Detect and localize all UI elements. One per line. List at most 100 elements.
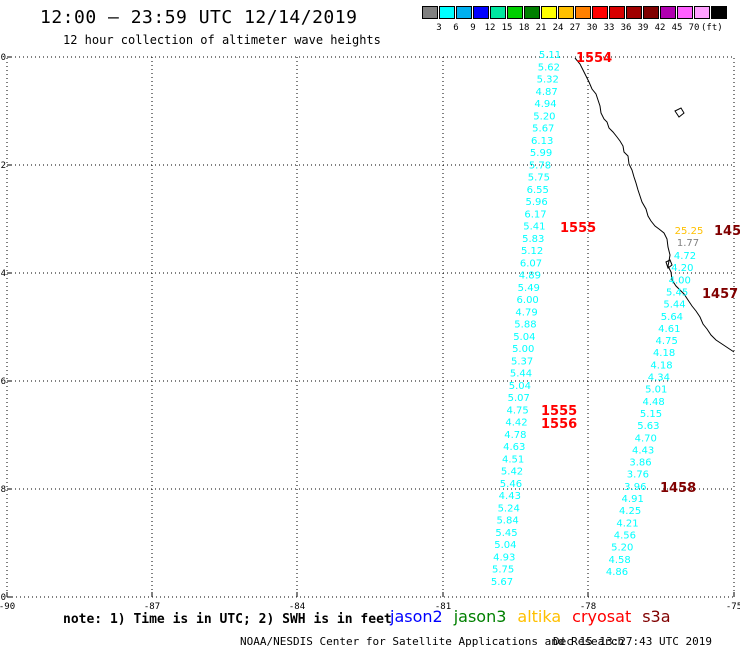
legend-swatch	[507, 6, 523, 19]
wave-height-value: 4.70	[635, 433, 657, 444]
wave-height-value: 4.51	[502, 454, 524, 465]
wave-height-value: 5.24	[498, 503, 520, 514]
wave-height-value: 4.78	[504, 430, 526, 441]
coastline-path	[574, 57, 735, 353]
wave-height-value: 5.44	[510, 369, 532, 380]
wave-height-value: 4.18	[650, 360, 672, 371]
wave-height-value: 4.87	[536, 87, 558, 98]
wave-height-value: 6.00	[517, 295, 539, 306]
wave-height-value: 4.43	[499, 491, 521, 502]
wave-height-value: 5.45	[666, 287, 688, 298]
satellite-altika: altika	[517, 607, 562, 626]
wave-height-value: 5.32	[537, 75, 559, 86]
generated-timestamp: Dec 15 13:27:43 UTC 2019	[553, 635, 712, 648]
wave-height-value: 4.42	[505, 418, 527, 429]
y-tick-label: -14	[0, 269, 6, 279]
wave-height-value: 5.42	[501, 467, 523, 478]
map-title: 12:00 — 23:59 UTC 12/14/2019	[40, 7, 358, 28]
wave-height-value: 5.83	[522, 234, 544, 245]
wave-height-value: 5.04	[494, 540, 516, 551]
wave-height-value: 3.86	[629, 458, 651, 469]
pass-time-label: 1457	[702, 287, 738, 302]
legend-label: 15	[501, 23, 513, 33]
wave-height-value: 4.25	[619, 506, 641, 517]
wave-height-value: 3.96	[624, 482, 646, 493]
frame-rect	[6, 56, 735, 598]
legend-label: 9	[470, 23, 476, 33]
legend-swatch	[694, 6, 710, 19]
wave-height-value: 5.01	[645, 385, 667, 396]
legend-swatch	[422, 6, 438, 19]
wave-height-value: 6.55	[527, 185, 549, 196]
y-tick-label: -10	[0, 53, 6, 63]
wave-height-value: 4.48	[642, 397, 664, 408]
x-tick-label: -78	[580, 602, 596, 612]
wave-height-value: 6.07	[520, 258, 542, 269]
wave-height-value: 4.00	[669, 275, 691, 286]
legend-swatch	[626, 6, 642, 19]
wave-height-value: 6.17	[524, 209, 546, 220]
legend-swatch	[575, 6, 591, 19]
wave-height-value: 5.96	[525, 197, 547, 208]
legend-swatch	[558, 6, 574, 19]
legend-label: 12	[484, 23, 496, 33]
wave-height-value: 5.84	[496, 516, 518, 527]
legend-swatch	[541, 6, 557, 19]
wave-height-value: 5.15	[640, 409, 662, 420]
wave-height-value: 5.63	[637, 421, 659, 432]
wave-height-value: 5.41	[523, 222, 545, 233]
wave-height-value: 5.99	[530, 148, 552, 159]
wave-height-value: 4.43	[632, 445, 654, 456]
legend-label: 24	[552, 23, 564, 33]
legend-swatch	[677, 6, 693, 19]
y-tick-label: -12	[0, 161, 6, 171]
wave-height-value: 4.86	[606, 567, 628, 578]
wave-height-value: 4.61	[658, 324, 680, 335]
legend-label: 36	[620, 23, 632, 33]
y-tick-label: -20	[0, 593, 6, 603]
wave-height-value: 5.11	[539, 50, 561, 61]
wave-height-value: 4.21	[616, 518, 638, 529]
pass-time-label: 1555	[541, 404, 577, 419]
y-tick-label: -16	[0, 377, 6, 387]
wave-height-value: 5.75	[528, 173, 550, 184]
wave-height-value: 5.20	[611, 543, 633, 554]
legend-swatch	[592, 6, 608, 19]
x-tick-label: -87	[144, 602, 160, 612]
wave-height-value: 4.79	[515, 307, 537, 318]
wave-height-value: 5.75	[492, 565, 514, 576]
map-subtitle: 12 hour collection of altimeter wave hei…	[63, 33, 381, 47]
pass-time-label: 1554	[576, 51, 612, 66]
axis-tick-labels: -10 -12 -14 -16 -18 -20-90 -87 -84 -81 -78 -75	[0, 53, 740, 612]
wave-height-value: 5.37	[511, 356, 533, 367]
pass-time-label: 1556	[541, 417, 577, 432]
wave-height-value: 4.18	[653, 348, 675, 359]
y-tick-label: -18	[0, 485, 6, 495]
legend-swatch	[490, 6, 506, 19]
plot-frame	[6, 56, 735, 598]
legend-label: 18	[518, 23, 530, 33]
pass-time-label: 1458	[660, 481, 696, 496]
wave-height-value: 5.46	[500, 479, 522, 490]
wave-height-value: 4.56	[614, 530, 636, 541]
satellite-legend: jason2 jason3 altika cryosat s3a	[390, 607, 682, 626]
legend-swatch	[456, 6, 472, 19]
legend-label: 30	[586, 23, 598, 33]
legend-swatch	[609, 6, 625, 19]
legend-label: 70	[688, 23, 700, 33]
wave-height-value: 4.91	[622, 494, 644, 505]
satellite-jason3: jason3	[453, 607, 507, 626]
wave-height-value: 5.04	[509, 381, 531, 392]
wave-height-value: 5.49	[518, 283, 540, 294]
wave-height-value: 4.58	[608, 555, 630, 566]
pass-time-label: 1555	[560, 221, 596, 236]
legend-swatch	[524, 6, 540, 19]
legend-swatch	[473, 6, 489, 19]
island-outline	[665, 259, 673, 269]
wave-height-value: 4.72	[674, 251, 696, 262]
wave-height-value: 5.88	[514, 320, 536, 331]
legend-label: (ft)	[701, 23, 723, 33]
wave-height-value: 4.20	[671, 263, 693, 274]
